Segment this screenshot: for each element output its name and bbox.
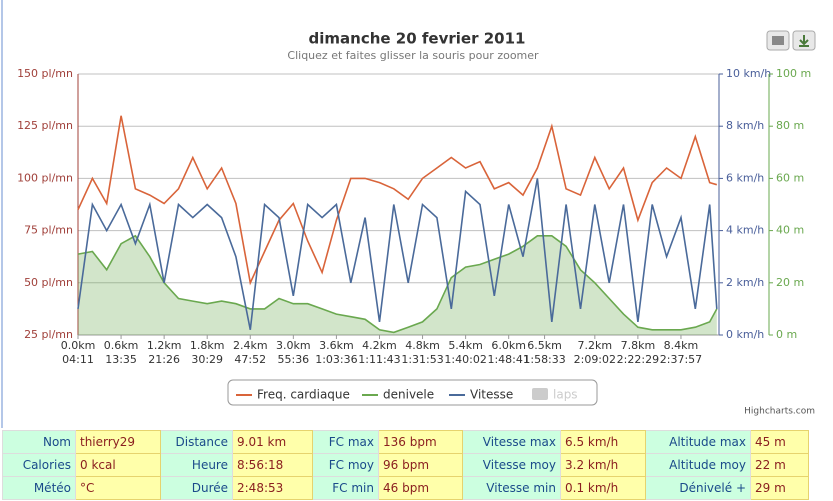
x-tick-label: 7.8km [621, 339, 656, 352]
x-tick-label: 1.8km [190, 339, 225, 352]
y3-tick-label: 0 m [776, 328, 797, 341]
stat-label: Vitesse max [462, 430, 561, 454]
stat-value: thierry29 [75, 430, 161, 454]
x-tick-label: 4.2km [362, 339, 397, 352]
stat-label: Vitesse moy [462, 453, 561, 477]
table-row: Calories 0 kcal Heure 8:56:18 FC moy 96 bpm Vi… [2, 453, 809, 477]
stat-label: Heure [160, 453, 233, 477]
x-tick-time: 1:31:53 [401, 353, 443, 366]
x-tick-label: 4.8km [405, 339, 440, 352]
legend-label: Vitesse [470, 388, 513, 402]
stats-table: Nom thierry29 Distance 9.01 km FC max 136 bpm… [2, 430, 809, 500]
x-tick-time: 55:36 [277, 353, 309, 366]
legend-label: Freq. cardiaque [257, 388, 350, 402]
stat-label: Durée [160, 476, 233, 500]
y2-tick-label: 2 km/h [726, 276, 764, 289]
series-line [77, 115, 718, 286]
x-tick-time: 1:11:43 [358, 353, 400, 366]
x-tick-label: 8.4km [664, 339, 699, 352]
x-tick-time: 1:58:33 [523, 353, 565, 366]
x-tick-time: 2:09:02 [574, 353, 616, 366]
x-tick-time: 1:48:41 [487, 353, 529, 366]
x-tick-label: 6.5km [527, 339, 562, 352]
x-tick-label: 6.0km [491, 339, 526, 352]
x-tick-time: 2:37:57 [660, 353, 702, 366]
stat-value: 96 bpm [378, 453, 463, 477]
x-tick-time: 21:26 [148, 353, 180, 366]
stat-label: Météo [2, 476, 76, 500]
stat-value: 29 m [750, 476, 809, 500]
area [78, 235, 717, 335]
x-tick-time: 13:35 [105, 353, 137, 366]
stat-label: Nom [2, 430, 76, 454]
series-line [77, 234, 718, 334]
x-tick-time: 2:22:29 [617, 353, 659, 366]
stat-value: 46 bpm [378, 476, 463, 500]
stat-label: FC min [312, 476, 379, 500]
stat-value: 6.5 km/h [560, 430, 646, 454]
stat-label: Dénivelé + [645, 476, 751, 500]
stat-value: 136 bpm [378, 430, 463, 454]
stat-label: FC max [312, 430, 379, 454]
y3-tick-label: 80 m [776, 119, 804, 132]
y2-tick-label: 10 km/h [726, 67, 771, 80]
y-tick-label: 25 pl/mn [24, 328, 73, 341]
stat-value: 8:56:18 [232, 453, 313, 477]
x-tick-label: 7.2km [578, 339, 613, 352]
export-button[interactable] [792, 30, 816, 51]
y-tick-label: 75 pl/mn [24, 224, 73, 237]
x-tick-time: 30:29 [191, 353, 223, 366]
stat-label: FC moy [312, 453, 379, 477]
x-tick-time: 1:40:02 [444, 353, 486, 366]
y3-tick-label: 40 m [776, 224, 804, 237]
stat-value: 3.2 km/h [560, 453, 646, 477]
x-tick-label: 0.6km [104, 339, 139, 352]
x-tick-label: 2.4km [233, 339, 268, 352]
x-tick-label: 5.4km [448, 339, 483, 352]
series-line [77, 178, 718, 330]
chart-subtitle: Cliquez et faites glisser la souris pour… [287, 49, 539, 62]
y3-tick-label: 60 m [776, 171, 804, 184]
chart: dimanche 20 fevrier 2011 Cliquez et fait… [1, 0, 816, 428]
stat-value: 45 m [750, 430, 809, 454]
x-tick-time: 47:52 [234, 353, 266, 366]
chart-title: dimanche 20 fevrier 2011 [309, 30, 526, 48]
x-tick-label: 1.2km [147, 339, 182, 352]
legend-box [227, 379, 598, 406]
stat-label: Distance [160, 430, 233, 454]
x-tick-time: 04:11 [62, 353, 94, 366]
y2-tick-label: 8 km/h [726, 119, 764, 132]
stat-value: °C [75, 476, 161, 500]
print-button[interactable] [766, 30, 790, 51]
stat-value: 2:48:53 [232, 476, 313, 500]
legend-label: laps [553, 388, 578, 402]
table-row: Météo °C Durée 2:48:53 FC min 46 bpm Vitesse m… [2, 476, 809, 500]
y2-tick-label: 0 km/h [726, 328, 764, 341]
stat-value: 22 m [750, 453, 809, 477]
y-tick-label: 50 pl/mn [24, 276, 73, 289]
y3-tick-label: 100 m [776, 67, 811, 80]
x-tick-time: 1:03:36 [315, 353, 357, 366]
y-tick-label: 150 pl/mn [17, 67, 73, 80]
legend-label: denivele [383, 388, 434, 402]
credits: Highcharts.com [744, 407, 815, 417]
x-tick-label: 0.0km [61, 339, 96, 352]
stat-value: 0.1 km/h [560, 476, 646, 500]
y-tick-label: 125 pl/mn [17, 119, 73, 132]
y3-tick-label: 20 m [776, 276, 804, 289]
stat-value: 0 kcal [75, 453, 161, 477]
table-row: Nom thierry29 Distance 9.01 km FC max 136 bpm… [2, 430, 809, 454]
stat-label: Calories [2, 453, 76, 477]
x-tick-label: 3.0km [276, 339, 311, 352]
y2-tick-label: 6 km/h [726, 171, 764, 184]
y2-tick-label: 4 km/h [726, 224, 764, 237]
stat-label: Altitude moy [645, 453, 751, 477]
stat-value: 9.01 km [232, 430, 313, 454]
stat-label: Vitesse min [462, 476, 561, 500]
y-tick-label: 100 pl/mn [17, 171, 73, 184]
stat-label: Altitude max [645, 430, 751, 454]
x-tick-label: 3.6km [319, 339, 354, 352]
legend-swatch [532, 388, 548, 400]
